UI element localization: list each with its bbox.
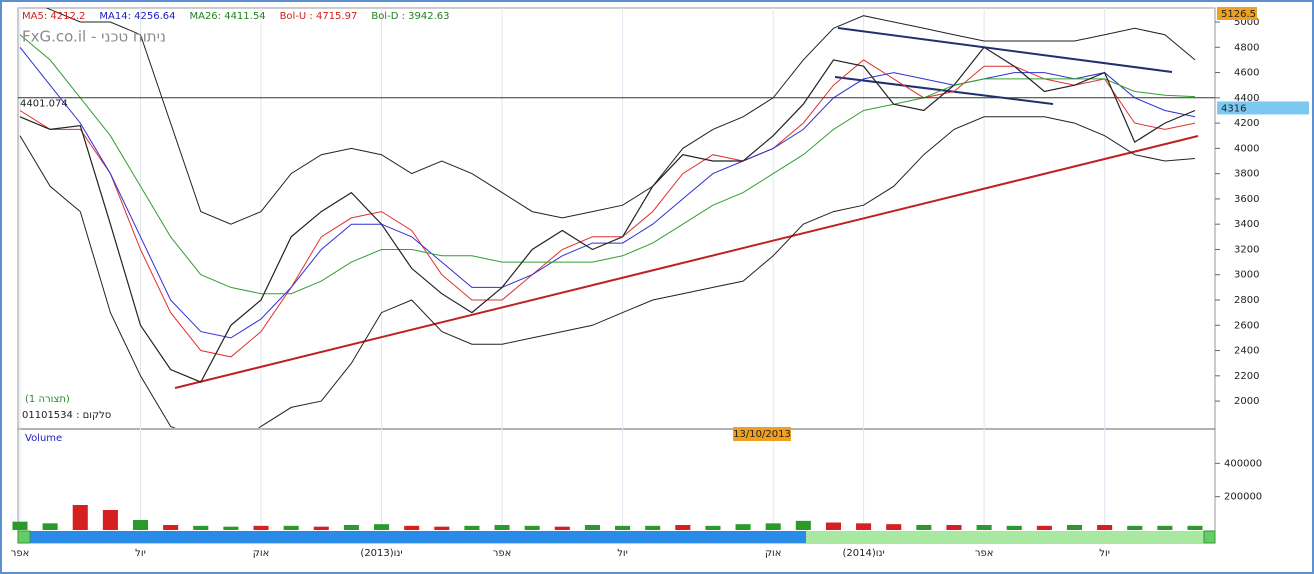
last-price-box xyxy=(1217,101,1309,115)
volume-bar xyxy=(705,525,721,530)
y-tick-label: 4000 xyxy=(1234,143,1259,154)
volume-bar xyxy=(72,505,88,530)
y-tick-label: 3200 xyxy=(1234,244,1259,255)
volume-title: Volume xyxy=(25,433,62,444)
y-tick-label: 200000 xyxy=(1224,492,1262,503)
reference-label: 4401.074 xyxy=(20,99,68,110)
volume-bar xyxy=(404,525,420,530)
y-tick-label: 2200 xyxy=(1234,371,1259,382)
legend-entry: MA5: 4212.2 xyxy=(22,11,85,22)
y-tick-label: 2800 xyxy=(1234,295,1259,306)
scrollbar-thumb[interactable] xyxy=(18,531,806,543)
y-tick-label: 4200 xyxy=(1234,118,1259,129)
volume-bar xyxy=(675,525,691,530)
indicator-line xyxy=(45,8,1196,225)
y-tick-label: 3600 xyxy=(1234,194,1259,205)
volume-bar xyxy=(1036,525,1052,530)
volume-bar xyxy=(1127,525,1143,530)
max-price-label: 5126.5 xyxy=(1221,9,1256,20)
volume-bar xyxy=(735,524,751,530)
legend-entry: Bol-U : 4715.97 xyxy=(280,11,358,22)
y-tick-label: 4400 xyxy=(1234,93,1259,104)
y-tick-label: 2600 xyxy=(1234,320,1259,331)
scrollbar-track[interactable] xyxy=(806,531,1204,543)
volume-bar xyxy=(1006,525,1022,530)
volume-bar xyxy=(554,526,570,530)
volume-bar xyxy=(132,520,149,530)
volume-bar xyxy=(886,524,902,530)
volume-bar xyxy=(1187,525,1203,530)
volume-bar xyxy=(946,525,962,530)
volume-bar xyxy=(494,525,510,530)
x-tick-label: אוק xyxy=(253,548,270,559)
x-tick-label: יול xyxy=(617,548,628,559)
y-tick-label: 2000 xyxy=(1234,396,1259,407)
x-tick-label: ינו(2013) xyxy=(360,548,402,559)
volume-bar xyxy=(856,523,872,530)
x-tick-label: אוק xyxy=(765,548,782,559)
watermark: FxG.co.il - ניתוח טכני xyxy=(22,28,166,46)
y-tick-label: 3000 xyxy=(1234,270,1259,281)
volume-bar xyxy=(253,525,269,530)
x-tick-label: יול xyxy=(1099,548,1110,559)
volume-bar xyxy=(916,525,932,530)
y-tick-label: 2400 xyxy=(1234,346,1259,357)
date-label: 13/10/2013 xyxy=(733,429,791,440)
x-tick-label: אפר xyxy=(11,548,30,559)
volume-bar xyxy=(12,521,28,530)
indicator-line xyxy=(19,34,1196,295)
channel-line xyxy=(837,27,1173,73)
volume-bar xyxy=(102,510,118,530)
legend-entry: Bol-D : 3942.63 xyxy=(371,11,449,22)
volume-bar xyxy=(1097,525,1113,530)
volume-bar xyxy=(223,526,239,530)
price-line xyxy=(19,46,1196,383)
volume-bar xyxy=(645,525,661,530)
indicator-line xyxy=(19,116,1196,428)
volume-bar xyxy=(193,525,209,530)
volume-bar xyxy=(464,525,480,530)
volume-bar xyxy=(434,526,450,530)
x-tick-label: ינו(2014) xyxy=(842,548,884,559)
symbol-label: 01101534 : סלקום xyxy=(22,410,111,421)
volume-bar xyxy=(765,523,781,530)
max-price-box xyxy=(1217,7,1257,20)
y-tick-label: 3800 xyxy=(1234,169,1259,180)
volume-bar xyxy=(283,525,299,530)
volume-bar xyxy=(795,520,811,530)
scroll-right[interactable] xyxy=(1203,530,1216,544)
date-box xyxy=(733,427,791,441)
volume-bar xyxy=(1066,525,1083,530)
volume-bar xyxy=(374,524,390,530)
volume-bar xyxy=(584,525,600,530)
last-price-label: 4316 xyxy=(1221,103,1246,114)
y-tick-label: 5000 xyxy=(1234,17,1259,28)
volume-bar xyxy=(524,525,540,530)
legend-entry: MA14: 4256.64 xyxy=(99,11,175,22)
channel-line xyxy=(834,76,1054,105)
volume-bar xyxy=(163,525,179,530)
volume-bar xyxy=(313,526,329,530)
y-tick-label: 4600 xyxy=(1234,68,1259,79)
y-tick-label: 4800 xyxy=(1234,42,1259,53)
legend-entry: MA26: 4411.54 xyxy=(189,11,265,22)
volume-bar xyxy=(343,525,359,530)
y-tick-label: 400000 xyxy=(1224,458,1262,469)
volume-bar xyxy=(825,522,841,530)
scroll-left[interactable] xyxy=(17,530,31,544)
volume-bar xyxy=(42,523,58,530)
volume-bar xyxy=(615,525,631,530)
x-tick-label: אפר xyxy=(975,548,994,559)
trend-line xyxy=(174,135,1199,389)
volume-bar xyxy=(976,525,992,530)
y-tick-label: 3400 xyxy=(1234,219,1259,230)
x-tick-label: אפר xyxy=(493,548,512,559)
config-label: (תצורה 1) xyxy=(25,394,70,405)
x-tick-label: יול xyxy=(135,548,146,559)
volume-bar xyxy=(1157,525,1173,530)
